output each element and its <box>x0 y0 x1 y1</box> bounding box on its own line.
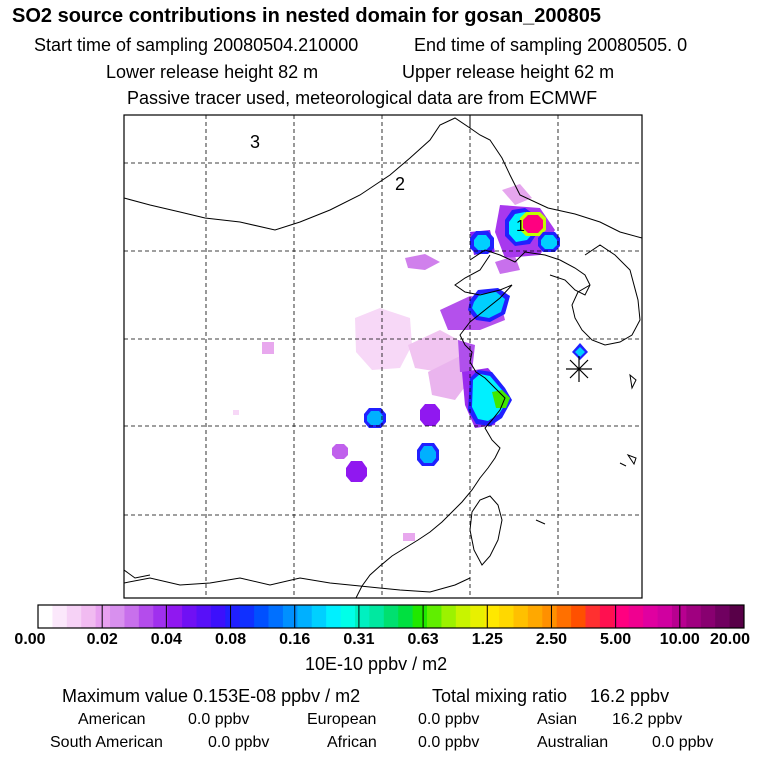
colorbar-swatch <box>297 605 313 628</box>
region-value-australian: 0.0 ppbv <box>652 734 714 751</box>
colorbar-swatch <box>239 605 255 628</box>
colorbar-swatch <box>340 605 356 628</box>
colorbar-swatch <box>196 605 212 628</box>
colorbar-swatch <box>686 605 702 628</box>
grid-lines <box>124 115 642 598</box>
colorbar-swatch <box>513 605 529 628</box>
colorbar-swatch <box>254 605 269 628</box>
colorbar-swatch <box>268 605 284 628</box>
colorbar-tick-label: 0.16 <box>279 631 311 648</box>
colorbar-swatch <box>441 605 457 628</box>
colorbar-swatch <box>38 605 53 628</box>
tracer-note: Passive tracer used, meteorological data… <box>127 88 598 108</box>
region-label-1: 1 <box>516 218 525 235</box>
region-name-south-american: South American <box>50 734 163 751</box>
plume-light <box>233 184 532 541</box>
colorbar-swatch <box>210 605 226 628</box>
colorbar-dividers <box>101 605 681 628</box>
colorbar-tick-label: 0.08 <box>214 631 247 648</box>
colorbar-swatch <box>542 605 558 628</box>
region-name-european: European <box>307 711 377 728</box>
colorbar-swatch <box>715 605 730 628</box>
colorbar-tick-label: 5.00 <box>600 631 632 648</box>
region-name-african: African <box>327 734 377 751</box>
asterisk-marker-icon <box>566 356 592 382</box>
colorbar-swatch <box>585 605 601 628</box>
colorbar-swatch <box>556 605 572 628</box>
region-name-american: American <box>78 711 146 728</box>
colorbar-tick-label: 0.04 <box>150 631 182 648</box>
colorbar-swatch <box>571 605 586 628</box>
colorbar-swatch <box>427 605 442 628</box>
colorbar-swatch <box>138 605 154 628</box>
colorbar-swatch <box>110 605 125 628</box>
coastlines <box>124 115 642 598</box>
colorbar-swatch <box>599 605 615 628</box>
colorbar-swatch <box>729 605 745 628</box>
region-name-australian: Australian <box>537 734 609 751</box>
region-label-3: 3 <box>250 132 260 152</box>
region-value-african: 0.0 ppbv <box>418 734 480 751</box>
colorbar-swatch <box>225 605 241 628</box>
total-mixing-ratio-label: Total mixing ratio <box>432 686 568 706</box>
colorbar-swatch <box>81 605 97 628</box>
colorbar-swatch <box>326 605 341 628</box>
region-label-2: 2 <box>395 174 405 194</box>
end-time-label: End time of sampling 20080505. 0 <box>414 35 688 55</box>
colorbar-swatch <box>398 605 414 628</box>
lower-release-height: Lower release height 82 m <box>106 62 319 82</box>
colorbar-tick-label: 1.25 <box>471 631 503 648</box>
colorbar-tick-label: 2.50 <box>535 631 568 648</box>
region-value-european: 0.0 ppbv <box>418 711 480 728</box>
colorbar-swatch <box>282 605 298 628</box>
colorbar-swatch <box>527 605 543 628</box>
colorbar-swatch <box>95 605 111 628</box>
colorbar-frame <box>37 604 745 629</box>
region-value-american: 0.0 ppbv <box>188 711 250 728</box>
colorbar-swatch <box>614 605 630 628</box>
maximum-value: Maximum value 0.153E-08 ppbv / m2 <box>62 686 361 706</box>
colorbar-tick-label: 10.00 <box>659 631 700 648</box>
colorbar-swatch <box>182 605 197 628</box>
colorbar-swatch <box>124 605 140 628</box>
page-title: SO2 source contributions in nested domai… <box>12 5 602 27</box>
colorbar-tick-label: 0.00 <box>14 631 46 648</box>
colorbar-swatch <box>167 605 183 628</box>
colorbar-swatch <box>153 605 169 628</box>
units-label: 10E-10 ppbv / m2 <box>305 654 448 674</box>
colorbar-swatch <box>643 605 658 628</box>
colorbar-swatch <box>628 605 644 628</box>
colorbar-swatch <box>499 605 514 628</box>
region-name-asian: Asian <box>537 711 578 728</box>
region-value-asian: 16.2 ppbv <box>612 711 683 728</box>
colorbar-tick-label: 20.00 <box>709 631 751 648</box>
colorbar-swatch <box>412 605 428 628</box>
hotspots <box>332 208 588 482</box>
colorbar-swatch <box>484 605 500 628</box>
colorbar-swatch <box>66 605 82 628</box>
colorbar-tick-label: 0.63 <box>407 631 439 648</box>
colorbar-swatch <box>700 605 716 628</box>
colorbar <box>38 605 745 628</box>
total-mixing-ratio-value: 16.2 ppbv <box>590 686 670 706</box>
region-value-south-american: 0.0 ppbv <box>208 734 270 751</box>
colorbar-swatch <box>354 605 370 628</box>
upper-release-height: Upper release height 62 m <box>402 62 615 82</box>
colorbar-swatch <box>383 605 399 628</box>
colorbar-tick-label: 0.02 <box>86 631 118 648</box>
colorbar-swatch <box>470 605 486 628</box>
colorbar-tick-label: 0.31 <box>343 631 375 648</box>
colorbar-swatch <box>52 605 68 628</box>
colorbar-swatch <box>657 605 673 628</box>
colorbar-swatch <box>369 605 385 628</box>
colorbar-swatch <box>455 605 471 628</box>
start-time-label: Start time of sampling 20080504.210000 <box>34 35 359 55</box>
colorbar-swatch <box>311 605 327 628</box>
